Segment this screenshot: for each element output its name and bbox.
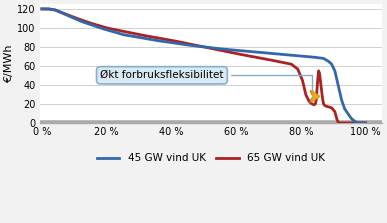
Legend: 45 GW vind UK, 65 GW vind UK: 45 GW vind UK, 65 GW vind UK xyxy=(92,149,330,168)
Y-axis label: €/MWh: €/MWh xyxy=(4,44,14,83)
Text: Økt forbruksfleksibilitet: Økt forbruksfleksibilitet xyxy=(100,70,312,94)
